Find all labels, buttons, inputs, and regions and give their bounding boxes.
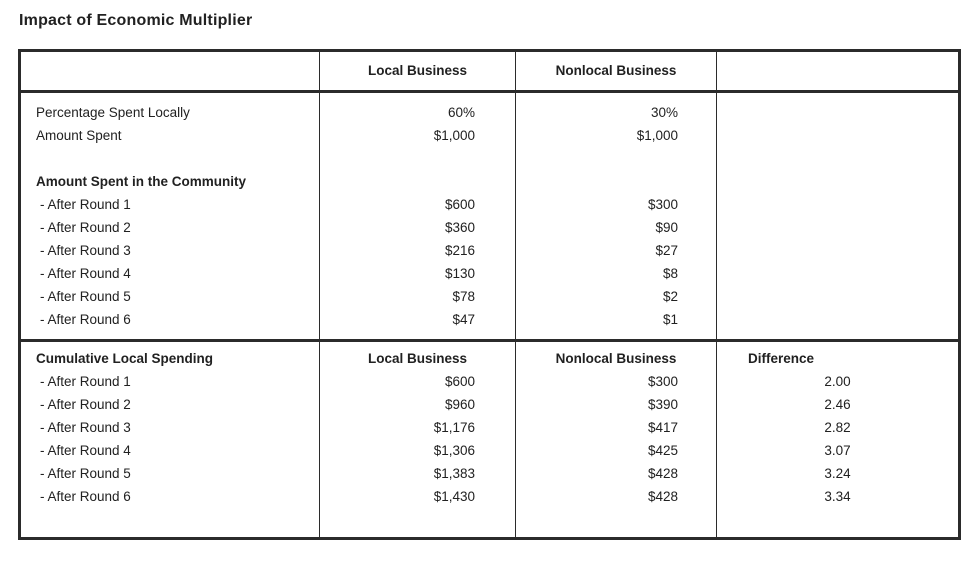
row-label: - After Round 3: [40, 243, 131, 258]
local-value: $1,430: [433, 489, 475, 504]
row-label: - After Round 6: [40, 312, 131, 327]
local-value: $600: [444, 374, 475, 389]
nonlocal-value: $2: [662, 289, 678, 304]
nonlocal-value: $1: [662, 312, 678, 327]
difference-value: 2.82: [824, 420, 851, 435]
nonlocal-value: $417: [647, 420, 678, 435]
column-header-local-business: Local Business: [320, 52, 516, 90]
nonlocal-business-column: 30% $1,000 $300 $90 $27 $8 $2 $1: [516, 93, 717, 339]
label-column: Cumulative Local Spending - After Round …: [21, 342, 320, 537]
column-header-difference: Difference: [748, 351, 815, 366]
difference-value: 2.46: [824, 397, 851, 412]
spacer-row: [516, 170, 716, 193]
row-label: Amount Spent: [36, 128, 122, 143]
nonlocal-value: $27: [655, 243, 678, 258]
row-label: - After Round 4: [40, 443, 131, 458]
row-label: - After Round 1: [40, 197, 131, 212]
header-cell-empty-right: [717, 52, 958, 90]
nonlocal-value: $300: [647, 197, 678, 212]
nonlocal-value: $428: [647, 466, 678, 481]
empty-column: [717, 93, 958, 339]
difference-value: 3.34: [824, 489, 851, 504]
nonlocal-value: $300: [647, 374, 678, 389]
section-cumulative-spending: Cumulative Local Spending - After Round …: [21, 339, 958, 537]
nonlocal-value: $390: [647, 397, 678, 412]
local-value: $47: [452, 312, 475, 327]
nonlocal-value: $90: [655, 220, 678, 235]
local-value: $960: [444, 397, 475, 412]
page-title: Impact of Economic Multiplier: [19, 12, 253, 29]
difference-column: Difference 2.00 2.46 2.82 3.07 3.24 3.34: [717, 342, 958, 537]
spacer-row: [320, 147, 515, 170]
local-business-column: 60% $1,000 $600 $360 $216 $130 $78 $47: [320, 93, 516, 339]
row-label: Percentage Spent Locally: [36, 105, 190, 120]
local-value: $216: [444, 243, 475, 258]
difference-value: 3.07: [824, 443, 851, 458]
row-label: - After Round 5: [40, 466, 131, 481]
difference-value: 2.00: [824, 374, 851, 389]
row-label: - After Round 6: [40, 489, 131, 504]
spacer-row: [320, 170, 515, 193]
local-value: $1,000: [433, 128, 475, 143]
row-label: - After Round 2: [40, 220, 131, 235]
local-value: $1,176: [433, 420, 475, 435]
row-label: - After Round 5: [40, 289, 131, 304]
nonlocal-value: 30%: [650, 105, 678, 120]
row-label: - After Round 3: [40, 420, 131, 435]
nonlocal-value: $425: [647, 443, 678, 458]
local-value: $1,383: [433, 466, 475, 481]
table-header-row: Local Business Nonlocal Business: [21, 52, 958, 93]
section-heading-cumulative: Cumulative Local Spending: [36, 351, 214, 366]
label-column: Percentage Spent Locally Amount Spent Am…: [21, 93, 320, 339]
column-header-nonlocal-business: Nonlocal Business: [555, 351, 677, 366]
row-label: - After Round 4: [40, 266, 131, 281]
spacer-row: [516, 147, 716, 170]
local-value: $1,306: [433, 443, 475, 458]
local-value: $78: [452, 289, 475, 304]
local-value: $600: [444, 197, 475, 212]
local-value: 60%: [447, 105, 475, 120]
column-header-nonlocal-business: Nonlocal Business: [516, 52, 717, 90]
local-value: $360: [444, 220, 475, 235]
local-business-column: Local Business $600 $960 $1,176 $1,306 $…: [320, 342, 516, 537]
section-subheading: Amount Spent in the Community: [36, 174, 246, 189]
column-header-local-business: Local Business: [367, 351, 468, 366]
nonlocal-business-column: Nonlocal Business $300 $390 $417 $425 $4…: [516, 342, 717, 537]
difference-value: 3.24: [824, 466, 851, 481]
nonlocal-value: $8: [662, 266, 678, 281]
header-cell-empty-left: [21, 52, 320, 90]
row-label: - After Round 2: [40, 397, 131, 412]
row-label: - After Round 1: [40, 374, 131, 389]
section-amount-spent: Percentage Spent Locally Amount Spent Am…: [21, 93, 958, 339]
nonlocal-value: $428: [647, 489, 678, 504]
spacer-row: [21, 147, 319, 170]
local-value: $130: [444, 266, 475, 281]
economic-multiplier-table: Local Business Nonlocal Business Percent…: [18, 49, 961, 540]
nonlocal-value: $1,000: [636, 128, 678, 143]
